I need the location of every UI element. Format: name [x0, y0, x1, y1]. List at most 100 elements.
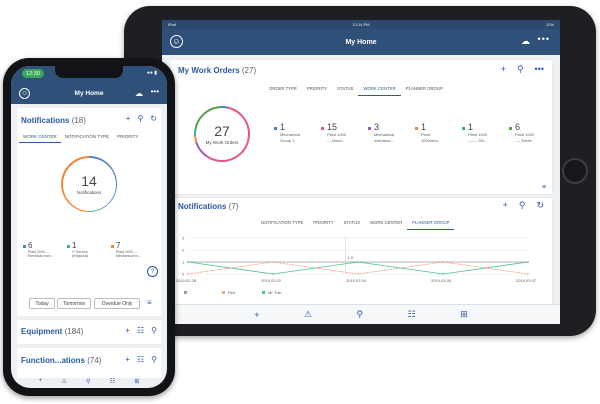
legend-label: IT Service	[72, 250, 88, 254]
work-orders-card: My Work Orders (27) + ⚲ ••• ORDER TYPE PR…	[170, 60, 552, 194]
tab-priority[interactable]: PRIORITY	[117, 134, 139, 139]
search-icon[interactable]: ⚲	[151, 355, 157, 364]
equipment-title[interactable]: Equipment (184)	[21, 327, 84, 336]
tab-planner-group[interactable]: PLANNER GROUP	[405, 86, 443, 91]
legend-label: Plant 1000	[468, 132, 488, 137]
warning-icon[interactable]: ⚠	[61, 379, 67, 385]
phone-footer-toolbar: + ⚠ ⚲ ☷ ⊞	[11, 378, 167, 388]
legend-item[interactable]: 1 Plant 1000Infor...	[415, 123, 462, 144]
legend-swatch	[67, 245, 70, 248]
legend-label: --- Mech...	[327, 137, 346, 143]
tab-notification-type[interactable]: NOTIFICATION TYPE	[261, 220, 304, 225]
functional-locations-title[interactable]: Function...ations (74)	[21, 356, 102, 365]
tab-priority[interactable]: PRIORITY	[306, 86, 328, 91]
notifications-toolbar: + ⚲ ↻	[503, 200, 544, 211]
refresh-icon[interactable]: ↻	[150, 114, 157, 123]
more-dots-icon[interactable]: •••	[537, 34, 550, 44]
add-icon[interactable]: +	[125, 326, 130, 335]
x-tick-label: 2019.02.28	[176, 278, 197, 283]
legend-label: Group 1	[280, 137, 295, 143]
work-orders-tabs: ORDER TYPE PRIORITY STATUS WORK CENTER PLANN…	[264, 84, 448, 96]
tablet-screen: iPad 12:14 PM 12% ☺ My Home ☁ ••• My Wor…	[162, 20, 560, 324]
grid-icon[interactable]: ⊞	[134, 379, 140, 385]
notifications-title[interactable]: Notifications (7)	[178, 202, 239, 211]
cloud-icon[interactable]: ☁	[135, 89, 143, 98]
legend-value: 15	[327, 122, 338, 132]
work-orders-count: (27)	[241, 66, 257, 75]
x-tick-label: 2019.03.04	[346, 278, 367, 283]
search-icon[interactable]: ⚲	[151, 326, 157, 335]
tab-order-type[interactable]: ORDER TYPE	[269, 86, 297, 91]
search-icon[interactable]: ⚲	[518, 200, 526, 210]
work-orders-title[interactable]: My Work Orders (27)	[178, 66, 257, 75]
series-line	[187, 261, 529, 275]
help-icon[interactable]: ?	[147, 266, 158, 277]
tab-work-center[interactable]: WORK CENTER	[369, 220, 403, 225]
refresh-icon[interactable]: ↻	[536, 200, 544, 210]
filter-icon[interactable]: ≡	[541, 184, 546, 191]
tab-planner-group[interactable]: PLANNER GROUP	[407, 218, 455, 230]
filter-today-button[interactable]: Today	[29, 298, 55, 309]
legend-label: Mr. Fair	[268, 290, 282, 295]
tab-work-center[interactable]: WORK CENTER	[19, 132, 61, 143]
warning-icon[interactable]: ⚠	[303, 309, 313, 319]
legend-label: Plant	[421, 132, 431, 137]
notifications-count: (7)	[228, 202, 239, 211]
legend-item[interactable]: 1 Plant 1000 ------- SN...	[462, 123, 509, 144]
notifications-toolbar: + ⚲ ↻	[126, 114, 157, 123]
notifications-title[interactable]: Notifications (18)	[21, 116, 86, 125]
notifications-donut[interactable]: 14 Notifications	[61, 156, 117, 212]
donut-value: 27	[214, 122, 230, 139]
add-icon[interactable]: +	[502, 200, 508, 210]
search-icon[interactable]: ⚲	[86, 379, 91, 385]
more-dots-icon[interactable]: •••	[150, 87, 159, 96]
work-orders-toolbar: + ⚲ •••	[501, 64, 544, 75]
barcode-icon[interactable]: ☷	[136, 326, 145, 335]
cloud-icon[interactable]: ☁	[521, 36, 530, 46]
donut-value: 14	[81, 172, 97, 189]
equipment-count: (184)	[64, 327, 84, 336]
user-circle-icon[interactable]: ☺	[170, 35, 183, 48]
work-orders-donut[interactable]: 27 My Work Orders	[194, 106, 250, 162]
legend-item[interactable]: 1 Mechanical Group 1	[274, 123, 321, 144]
tablet-home-button[interactable]	[562, 158, 588, 184]
more-dots-icon[interactable]: •••	[534, 64, 544, 74]
search-icon[interactable]: ⚲	[137, 114, 144, 123]
filter-overdue-only-button[interactable]: Overdue Only	[94, 298, 140, 309]
barcode-icon[interactable]: ☷	[407, 309, 416, 319]
plus-icon[interactable]: +	[254, 309, 260, 320]
legend-label: Mechanical m...	[116, 254, 141, 259]
phone-notch	[55, 66, 123, 78]
add-icon[interactable]: +	[500, 64, 506, 74]
legend-value: 3	[374, 122, 380, 132]
plus-icon[interactable]: +	[38, 378, 43, 384]
legend-item[interactable]: 6 Plant 1000 ---- Electr...	[509, 123, 556, 144]
y-tick-label: 3	[182, 236, 185, 241]
grid-icon[interactable]: ⊞	[460, 309, 468, 319]
legend-label: Plant 1000 ---	[116, 250, 138, 254]
add-icon[interactable]: +	[125, 355, 130, 364]
barcode-icon[interactable]: ☷	[109, 379, 116, 385]
tab-work-center[interactable]: WORK CENTER	[358, 84, 401, 96]
filter-icon[interactable]: ≡	[147, 298, 152, 307]
search-icon[interactable]: ⚲	[356, 309, 364, 319]
filter-tomorrow-button[interactable]: Tomorrow	[57, 298, 91, 309]
search-icon[interactable]: ⚲	[516, 64, 524, 74]
tab-status[interactable]: STATUS	[343, 220, 360, 225]
legend-label: maintena...	[374, 137, 394, 143]
tab-notification-type[interactable]: NOTIFICATION TYPE	[64, 134, 110, 139]
legend-item[interactable]: 7 Plant 1000 --- Mechanical m...	[111, 242, 147, 258]
tablet-footer-toolbar: + ⚠ ⚲ ☷ ⊞	[162, 304, 560, 324]
user-circle-icon[interactable]: ☺	[19, 88, 30, 99]
tab-status[interactable]: STATUS	[337, 86, 354, 91]
data-point	[527, 273, 529, 275]
legend-swatch	[184, 291, 187, 294]
legend-item[interactable]: 15 Plant 1000 --- Mech...	[321, 123, 368, 144]
add-icon[interactable]: +	[125, 114, 131, 123]
page-title: My Home	[345, 38, 377, 46]
legend-item[interactable]: 3 Mechanical maintena...	[368, 123, 415, 144]
legend-item[interactable]: 6 Plant 1000 --- Electrical main...	[23, 242, 59, 258]
barcode-icon[interactable]: ☷	[136, 355, 145, 364]
legend-item[interactable]: 1 IT Service (Regional)	[67, 242, 103, 258]
tab-priority[interactable]: PRIORITY	[313, 220, 334, 225]
